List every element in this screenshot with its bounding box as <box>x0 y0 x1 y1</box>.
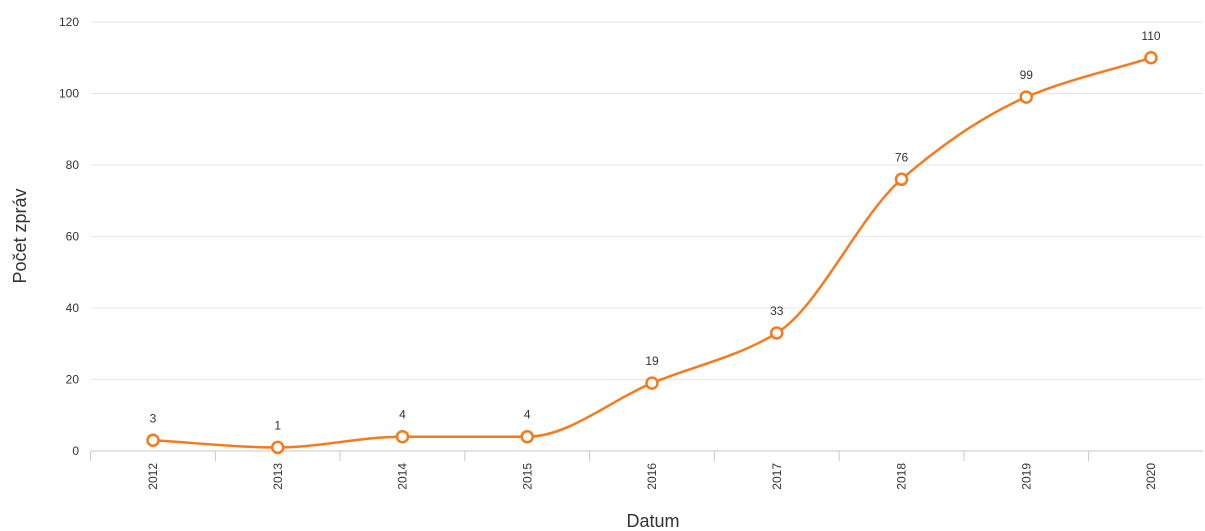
data-label: 3 <box>150 411 157 425</box>
data-point-marker[interactable] <box>271 440 285 455</box>
data-label: 76 <box>895 150 909 164</box>
y-tick-label: 0 <box>72 444 79 458</box>
y-tick-label: 40 <box>66 301 80 315</box>
y-tick-label: 80 <box>66 158 80 172</box>
x-tick-label: 2014 <box>396 463 410 490</box>
data-label: 110 <box>1141 29 1160 43</box>
data-point-marker[interactable] <box>645 376 659 390</box>
series <box>146 51 1158 455</box>
data-point-marker[interactable] <box>146 433 160 448</box>
data-labels: 3 1 4 4 19 33 76 99 110 <box>150 29 1161 433</box>
data-label: 33 <box>770 304 784 318</box>
series-line <box>151 56 1153 449</box>
x-tick-label: 2015 <box>520 463 534 490</box>
data-label: 99 <box>1020 68 1034 82</box>
y-tick-label: 100 <box>59 87 79 101</box>
axes <box>90 450 1203 461</box>
grid-lines <box>91 21 1203 380</box>
x-tick-label: 2018 <box>895 463 909 490</box>
y-tick-label: 20 <box>66 373 80 387</box>
y-axis-tick-labels: 0 20 40 60 80 100 120 <box>59 15 79 458</box>
data-label: 4 <box>524 408 531 422</box>
data-point-marker[interactable] <box>1144 51 1158 65</box>
y-tick-label: 120 <box>59 15 79 29</box>
data-point-marker[interactable] <box>395 429 410 444</box>
y-axis-title: Počet zpráv <box>10 188 30 283</box>
x-axis-title: Datum <box>626 511 679 531</box>
x-tick-label: 2020 <box>1144 463 1158 490</box>
y-tick-label: 60 <box>66 230 80 244</box>
x-tick-label: 2016 <box>645 463 659 490</box>
data-label: 4 <box>399 408 406 422</box>
data-label: 19 <box>645 354 659 368</box>
x-tick-label: 2012 <box>146 463 160 490</box>
x-tick-label: 2013 <box>271 463 285 490</box>
x-tick-label: 2017 <box>770 463 784 490</box>
data-point-marker[interactable] <box>770 326 784 340</box>
data-label: 1 <box>274 418 281 432</box>
data-point-marker[interactable] <box>520 429 534 444</box>
data-point-marker[interactable] <box>1019 90 1033 104</box>
data-point-marker[interactable] <box>894 172 909 187</box>
x-tick-label: 2019 <box>1019 463 1033 490</box>
x-axis-tick-labels: 2012 2013 2014 2015 2016 2017 2018 2019 2020 <box>146 463 1158 490</box>
